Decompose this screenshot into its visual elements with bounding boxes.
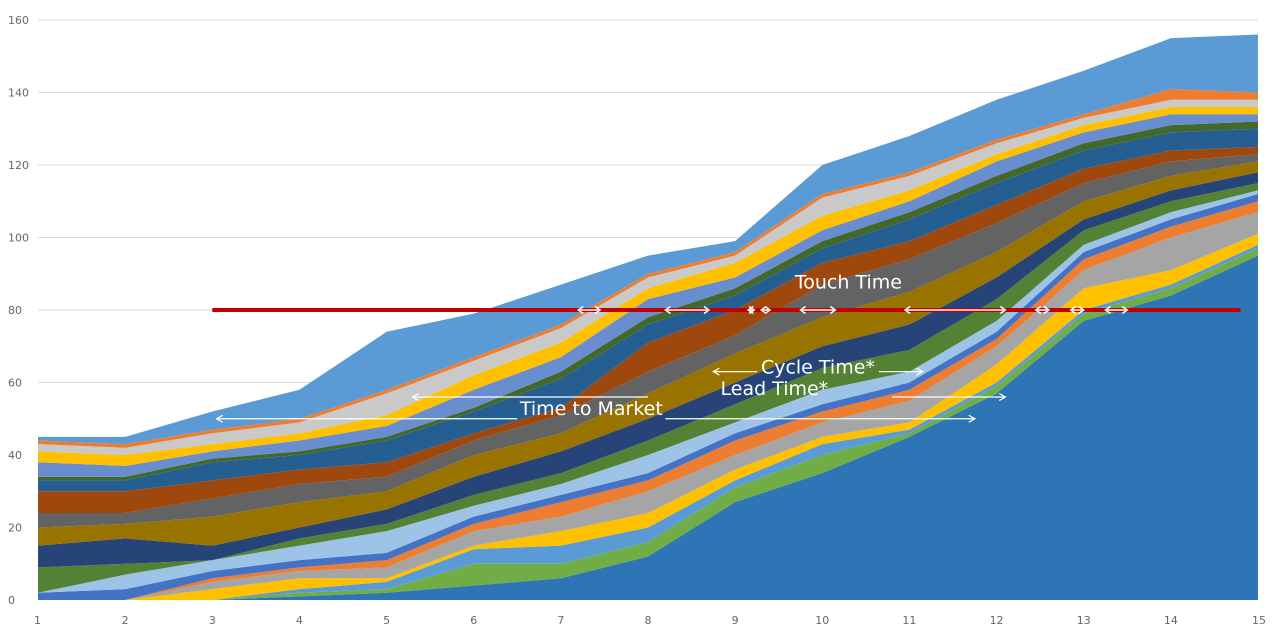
y-tick-label: 40	[8, 449, 22, 462]
touch-segment-arrow	[799, 305, 837, 315]
x-tick-label: 2	[122, 614, 129, 627]
x-tick-label: 13	[1077, 614, 1091, 627]
y-tick-label: 160	[8, 14, 29, 27]
area-series-9	[38, 183, 1258, 593]
area-series-group	[38, 34, 1258, 601]
x-tick-label: 11	[902, 614, 916, 627]
x-tick-label: 14	[1164, 614, 1178, 627]
area-series-6	[38, 201, 1258, 601]
x-tick-label: 7	[557, 614, 564, 627]
y-tick-label: 0	[8, 594, 15, 607]
span-arrow	[878, 367, 924, 376]
area-series-11	[38, 161, 1258, 546]
x-tick-label: 1	[34, 614, 41, 627]
area-series-5	[38, 212, 1258, 600]
annotation-label: Time to Market	[519, 398, 663, 420]
annotations: Touch Time Cycle Time*Lead Time* Time to M…	[212, 271, 1241, 423]
span-arrow	[215, 414, 518, 423]
touch-segment-arrow	[664, 305, 711, 315]
span-arrow	[712, 367, 757, 376]
x-tick-label: 4	[296, 614, 303, 627]
area-series-1	[38, 255, 1258, 600]
area-series-4	[38, 233, 1258, 600]
x-tick-label: 12	[990, 614, 1004, 627]
span-arrow	[665, 414, 977, 423]
area-series-20	[38, 34, 1258, 445]
y-tick-label: 120	[8, 159, 29, 172]
touch-segment-arrow	[1104, 305, 1129, 315]
span-arrow	[411, 392, 648, 402]
y-tick-label: 80	[8, 304, 22, 317]
x-tick-label: 15	[1252, 614, 1266, 627]
annotation-label: Touch Time	[794, 271, 902, 293]
annotation-label: Lead Time*	[721, 378, 829, 400]
area-series-3	[38, 244, 1258, 601]
x-tick-label: 3	[209, 614, 216, 627]
touch-segment-arrow	[1069, 305, 1086, 315]
touch-segment-arrow	[903, 305, 1007, 315]
area-series-8	[38, 190, 1258, 593]
x-tick-label: 9	[732, 614, 739, 627]
annotation-label: Cycle Time*	[761, 356, 875, 378]
area-series-18	[38, 99, 1258, 456]
y-tick-label: 140	[8, 87, 29, 100]
span-arrow	[892, 392, 1007, 402]
y-tick-label: 60	[8, 377, 22, 390]
area-series-7	[38, 194, 1258, 600]
area-series-10	[38, 172, 1258, 568]
area-series-13	[38, 146, 1258, 513]
touch-segment-arrow	[746, 305, 756, 315]
x-tick-label: 8	[645, 614, 652, 627]
touch-segment-arrow	[576, 305, 602, 315]
area-series-14	[38, 128, 1258, 492]
touch-segment-arrow	[759, 305, 772, 315]
x-tick-label: 5	[383, 614, 390, 627]
x-tick-label: 6	[470, 614, 477, 627]
x-tick-label: 10	[815, 614, 829, 627]
y-tick-label: 100	[8, 232, 29, 245]
y-tick-label: 20	[8, 522, 22, 535]
area-series-12	[38, 154, 1258, 528]
touch-segment-arrow	[1034, 305, 1051, 315]
